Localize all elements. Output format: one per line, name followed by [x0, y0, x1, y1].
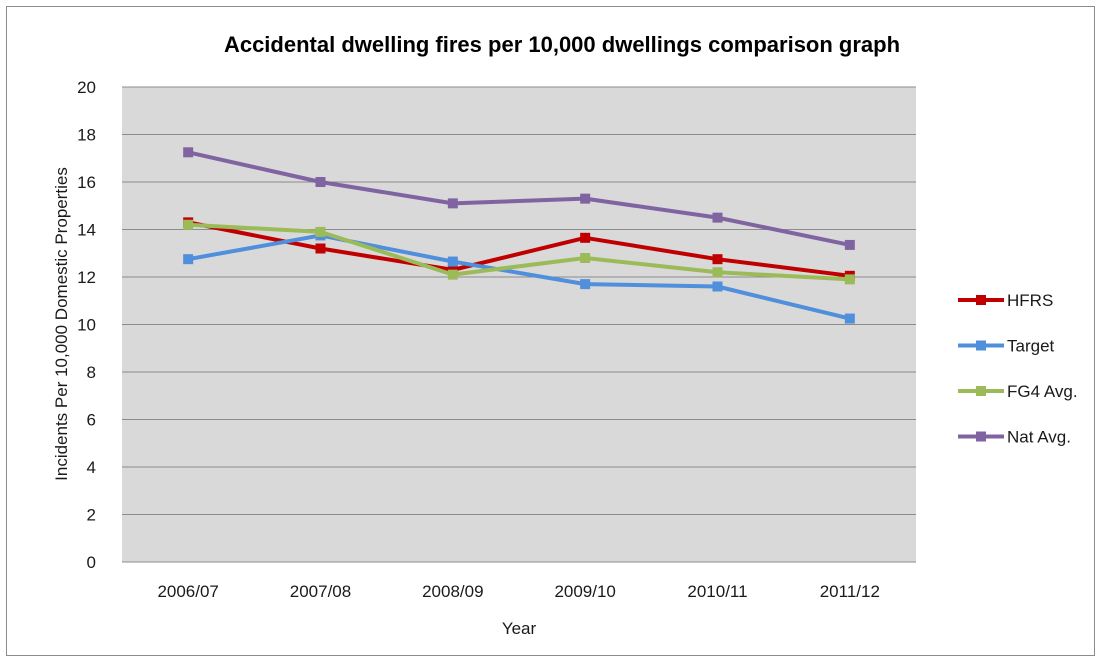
chart-title: Accidental dwelling fires per 10,000 dwe… [224, 32, 900, 57]
x-tick-label: 2007/08 [290, 582, 351, 601]
data-point [712, 267, 723, 278]
legend: HFRS Target FG4 Avg. Nat Avg. [958, 291, 1078, 447]
data-point [447, 269, 458, 280]
data-point [712, 254, 723, 265]
x-tick-label: 2006/07 [157, 582, 218, 601]
y-tick-label: 20 [77, 78, 96, 97]
series-line [187, 150, 851, 247]
legend-marker [976, 431, 986, 442]
data-point [580, 193, 591, 204]
y-tick-label: 10 [77, 316, 96, 335]
series-3 [183, 147, 855, 250]
data-point [447, 256, 458, 267]
legend-label: Target [1007, 337, 1055, 356]
data-point [712, 212, 723, 223]
x-axis-title: Year [502, 619, 537, 638]
y-axis-ticks: 0 2 4 6 8 10 12 14 16 18 20 [77, 78, 96, 572]
y-tick-label: 2 [87, 506, 96, 525]
gridlines [122, 86, 916, 563]
x-tick-label: 2009/10 [554, 582, 615, 601]
y-tick-label: 18 [77, 126, 96, 145]
y-tick-label: 6 [87, 411, 96, 430]
data-point [844, 274, 855, 285]
legend-marker [976, 386, 986, 396]
series-line [187, 233, 851, 321]
data-point [183, 219, 194, 230]
legend-item: FG4 Avg. [958, 382, 1078, 401]
data-point [315, 243, 326, 254]
y-tick-label: 0 [87, 553, 96, 572]
series-line [187, 220, 851, 278]
y-tick-label: 16 [77, 173, 96, 192]
series-2 [183, 219, 855, 285]
x-tick-label: 2008/09 [422, 582, 483, 601]
y-axis-title: Incidents Per 10,000 Domestic Properties [52, 167, 71, 481]
legend-item: HFRS [958, 291, 1053, 310]
data-point [580, 232, 591, 243]
data-point [844, 313, 855, 324]
data-point [447, 198, 458, 209]
y-tick-label: 12 [77, 268, 96, 287]
x-tick-label: 2010/11 [687, 582, 747, 601]
data-point [183, 147, 194, 158]
series-layer [183, 147, 855, 324]
data-point [315, 226, 326, 237]
y-tick-label: 4 [87, 458, 96, 477]
data-point [844, 239, 855, 250]
legend-marker [976, 340, 986, 351]
legend-marker [976, 295, 986, 305]
data-point [580, 253, 591, 263]
y-tick-label: 8 [87, 363, 96, 382]
legend-label: Nat Avg. [1007, 428, 1071, 447]
data-point [580, 279, 591, 290]
legend-item: Target [958, 337, 1055, 356]
legend-label: FG4 Avg. [1007, 382, 1078, 401]
x-axis-ticks: 2006/07 2007/08 2008/09 2009/10 2010/11 2011/… [157, 582, 879, 601]
data-point [712, 281, 723, 292]
legend-item: Nat Avg. [958, 428, 1071, 447]
series-line [188, 222, 850, 282]
data-point [315, 177, 326, 187]
y-tick-label: 14 [77, 221, 96, 240]
data-point [183, 254, 194, 265]
x-tick-label: 2011/12 [820, 582, 880, 601]
legend-label: HFRS [1007, 291, 1053, 310]
